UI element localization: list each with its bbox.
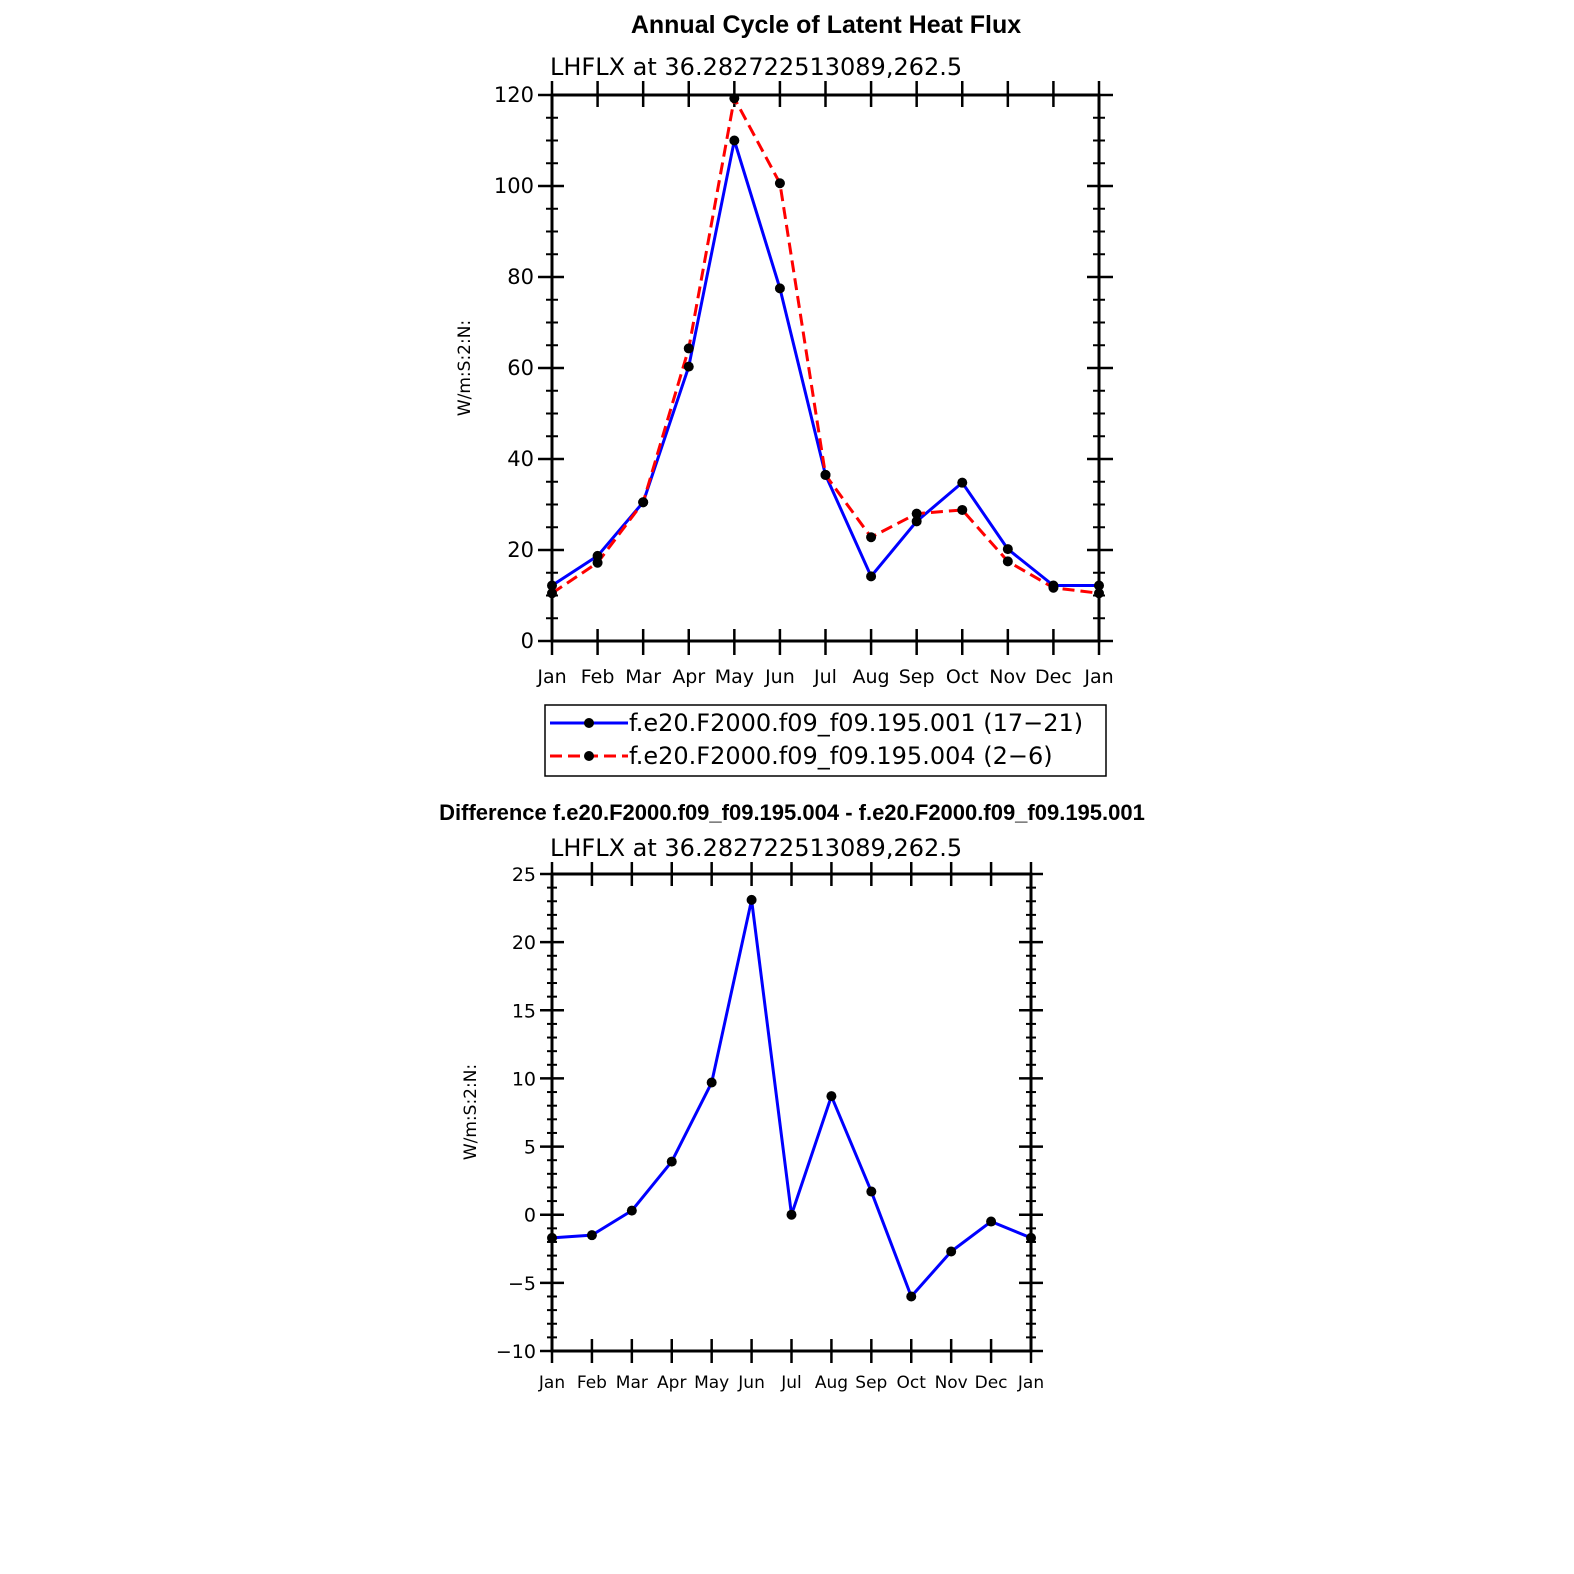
x-tick-label: Jun [764, 666, 795, 688]
difference-tick-marks [540, 862, 1043, 1363]
difference-series [547, 894, 1036, 1302]
y-tick-label: −5 [508, 1273, 536, 1295]
y-tick-label: 40 [507, 447, 534, 471]
legend-label-series-004: f.e20.F2000.f09_f09.195.004 (2−6) [629, 742, 1053, 770]
x-tick-label: May [715, 666, 754, 688]
difference-title: Difference f.e20.F2000.f09_f09.195.004 -… [439, 800, 1145, 825]
data-point-s0-9 [906, 1291, 917, 1302]
legend-marker-series-004 [584, 751, 594, 761]
x-tick-label: Aug [815, 1373, 848, 1393]
y-tick-label: 0 [521, 629, 534, 653]
data-point-s0-5 [746, 894, 757, 905]
data-point-s0-8 [866, 1186, 877, 1197]
x-tick-label: Feb [581, 666, 615, 688]
x-tick-label: Jul [780, 1373, 802, 1393]
y-tick-label: 60 [507, 356, 534, 380]
x-tick-label: Jan [1017, 1373, 1044, 1393]
data-point-s0-7 [866, 571, 877, 582]
data-point-s1-3 [683, 343, 694, 354]
data-point-s1-2 [638, 497, 649, 508]
y-tick-label: −10 [496, 1341, 536, 1363]
x-tick-label: Dec [975, 1373, 1008, 1393]
y-tick-label: 20 [507, 538, 534, 562]
y-tick-label: 10 [512, 1068, 536, 1090]
annual-cycle-y-axis-label: W/m:S:2:N: [455, 320, 475, 416]
x-tick-label: Jan [538, 1373, 565, 1393]
x-tick-label: Apr [672, 666, 705, 688]
data-point-s0-7 [826, 1091, 837, 1102]
annual-cycle-x-tick-labels: Jan Feb Mar Apr May Jun Jul Aug Sep Oct Nov Dec Jan [536, 666, 1113, 688]
x-tick-label: Nov [935, 1373, 968, 1393]
annual-cycle-tick-marks [538, 81, 1113, 655]
difference-plot-frame [550, 872, 1033, 1353]
annual-cycle-series [547, 93, 1104, 599]
x-tick-label: Dec [1035, 666, 1072, 688]
annual-cycle-panel: Annual Cycle of Latent Heat Flux LHFLX a… [455, 11, 1114, 777]
annual-cycle-plot-frame [550, 93, 1101, 643]
legend-label-series-001: f.e20.F2000.f09_f09.195.001 (17−21) [629, 709, 1083, 737]
x-tick-label: Nov [989, 666, 1026, 688]
data-point-s0-2 [626, 1205, 637, 1216]
legend-box [544, 704, 1107, 777]
data-point-s0-8 [911, 516, 922, 527]
data-point-s0-6 [786, 1209, 797, 1220]
difference-y-axis-label: W/m:S:2:N: [461, 1064, 481, 1160]
x-tick-label: Jun [737, 1373, 765, 1393]
x-tick-label: Jan [536, 666, 566, 688]
legend: f.e20.F2000.f09_f09.195.001 (17−21) f.e2… [544, 704, 1107, 777]
series-line-0 [551, 898, 1032, 1298]
x-tick-label: Oct [897, 1373, 927, 1393]
data-point-s0-3 [666, 1156, 677, 1167]
y-tick-label: 0 [524, 1205, 536, 1227]
x-tick-label: Mar [616, 1373, 648, 1393]
data-point-s0-3 [683, 361, 694, 372]
x-tick-label: May [694, 1373, 729, 1393]
difference-panel: Difference f.e20.F2000.f09_f09.195.004 -… [439, 800, 1145, 1393]
difference-subtitle: LHFLX at 36.282722513089,262.5 [550, 834, 962, 862]
x-tick-label: Jul [813, 666, 837, 688]
y-tick-label: 120 [494, 83, 534, 107]
data-point-s0-9 [957, 477, 968, 488]
y-tick-label: 5 [524, 1137, 536, 1159]
data-point-s1-6 [820, 469, 831, 480]
data-point-s0-10 [946, 1246, 957, 1257]
data-point-s0-5 [774, 283, 785, 294]
data-point-s1-5 [774, 178, 785, 189]
x-tick-label: Mar [625, 666, 661, 688]
data-point-s0-4 [729, 135, 740, 146]
y-tick-label: 15 [512, 1000, 536, 1022]
data-point-s1-11 [1048, 582, 1059, 593]
data-point-s1-9 [957, 504, 968, 515]
y-tick-label: 80 [507, 265, 534, 289]
data-point-s1-1 [592, 557, 603, 568]
x-tick-label: Sep [899, 666, 935, 688]
legend-marker-series-001 [584, 718, 594, 728]
y-tick-label: 25 [512, 864, 536, 886]
difference-x-tick-labels: Jan Feb Mar Apr May Jun Jul Aug Sep Oct Nov Dec Jan [538, 1373, 1044, 1393]
difference-y-tick-labels: −10 −5 0 5 10 15 20 25 [496, 864, 536, 1363]
y-tick-label: 20 [512, 932, 536, 954]
x-tick-label: Feb [577, 1373, 607, 1393]
data-point-s1-8 [911, 508, 922, 519]
data-point-s0-11 [986, 1216, 997, 1227]
data-point-s0-1 [586, 1230, 597, 1241]
annual-cycle-y-tick-labels: 0 20 40 60 80 100 120 [494, 83, 534, 653]
data-point-s1-7 [866, 532, 877, 543]
series-line-0 [551, 139, 1099, 587]
x-tick-label: Jan [1083, 666, 1113, 688]
annual-cycle-title: Annual Cycle of Latent Heat Flux [631, 11, 1021, 39]
y-tick-label: 100 [494, 174, 534, 198]
x-tick-label: Apr [657, 1373, 686, 1393]
annual-cycle-subtitle: LHFLX at 36.282722513089,262.5 [550, 53, 962, 81]
x-tick-label: Oct [946, 666, 979, 688]
data-point-s1-10 [1002, 556, 1013, 567]
x-tick-label: Aug [853, 666, 890, 688]
x-tick-label: Sep [855, 1373, 887, 1393]
series-line-1 [551, 96, 1100, 595]
data-point-s0-10 [1002, 544, 1013, 555]
data-point-s0-4 [706, 1077, 717, 1088]
